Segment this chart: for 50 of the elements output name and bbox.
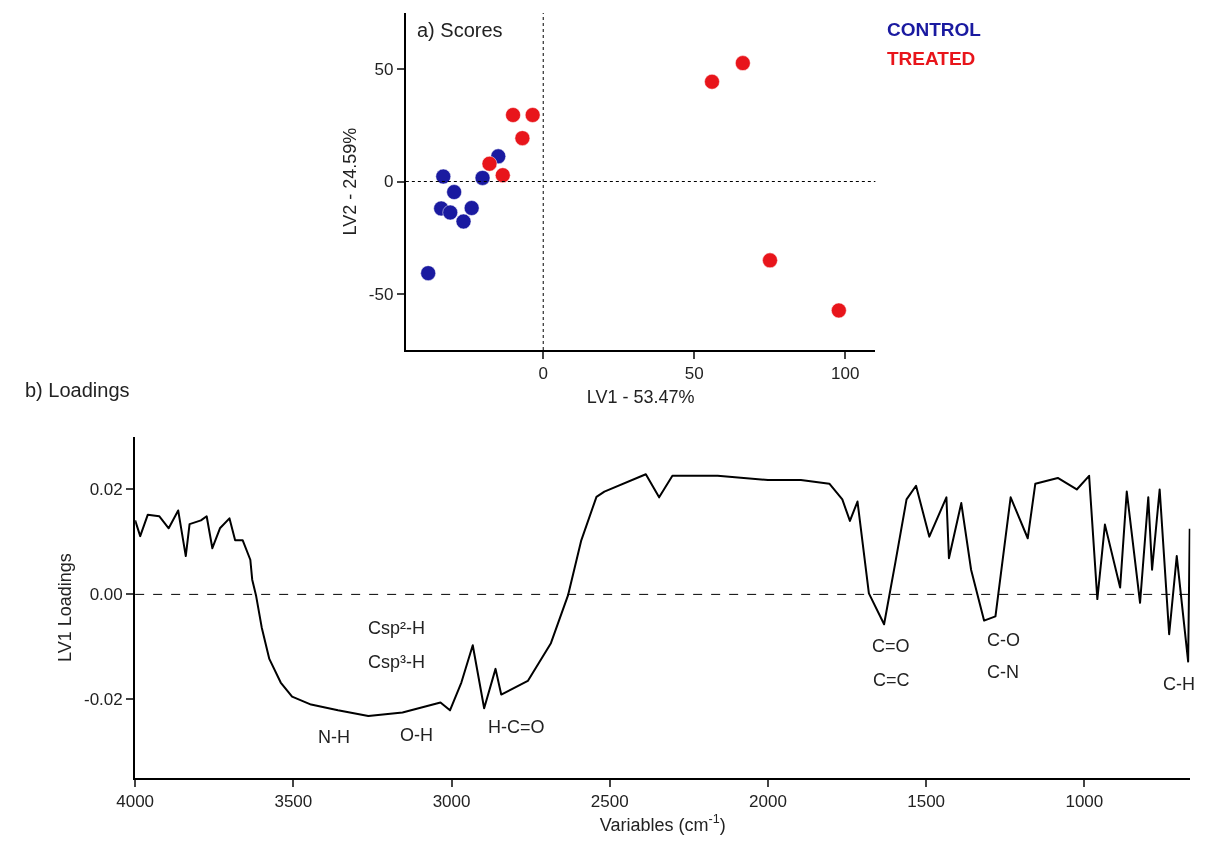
y-tick-label: 50: [374, 60, 394, 80]
text: CONTROL: [887, 19, 982, 40]
point: [735, 55, 751, 71]
x-tick-label: 2000: [749, 792, 787, 812]
annotation: C-H: [1163, 674, 1195, 694]
x-tick-label: 100: [830, 364, 860, 384]
y-tick-label: 0.02: [89, 480, 123, 500]
x-tick-label: 4000: [116, 792, 155, 812]
annotation: H-C=O: [488, 717, 545, 737]
annotation: Csp³-H: [368, 652, 425, 672]
annotation: N-H: [318, 727, 350, 747]
point: [474, 170, 491, 186]
x-axis-title: Variables (cm$^{-1}$): [599, 812, 726, 835]
annotation: O-H: [400, 725, 433, 745]
point: [455, 213, 472, 230]
annotation: C=O: [872, 636, 910, 656]
x-tick-label: 0: [538, 364, 548, 384]
y-tick-label: 0: [383, 172, 394, 192]
y-axis-title: LV1 Loadings: [54, 553, 75, 662]
x-tick-label: 1500: [907, 792, 946, 812]
y-tick-label: -0.02: [84, 690, 123, 710]
y-tick-label: -50: [368, 284, 394, 304]
x-tick-label: 1000: [1065, 792, 1104, 812]
point: [435, 168, 452, 185]
annotation: Csp²-H: [368, 618, 425, 638]
point: [446, 184, 462, 200]
x-tick-label: 2500: [590, 792, 629, 812]
y-axis-title: LV2 - 24.59%: [339, 127, 360, 236]
annotation: C=C: [873, 670, 910, 690]
point: [831, 302, 847, 319]
point: [442, 204, 458, 221]
annotation: C-O: [987, 630, 1020, 650]
annotation: C-N: [987, 662, 1019, 682]
y-tick-label: 0.00: [89, 585, 123, 605]
point: [505, 107, 521, 123]
point: [463, 200, 480, 216]
point: [762, 252, 778, 269]
point: [514, 130, 531, 146]
point: [481, 156, 498, 172]
point: [524, 107, 541, 123]
x-axis-title: LV1 - 53.47%: [586, 387, 695, 407]
x-tick-label: 3500: [274, 792, 313, 812]
point: [495, 167, 511, 183]
chart-title: a) Scores: [417, 19, 503, 41]
point: [420, 265, 436, 281]
chart-title: b) Loadings: [25, 379, 130, 401]
point: [704, 74, 720, 90]
x-tick-label: 50: [684, 364, 704, 384]
x-tick-label: 3000: [432, 792, 471, 812]
text: TREATED: [887, 48, 976, 69]
